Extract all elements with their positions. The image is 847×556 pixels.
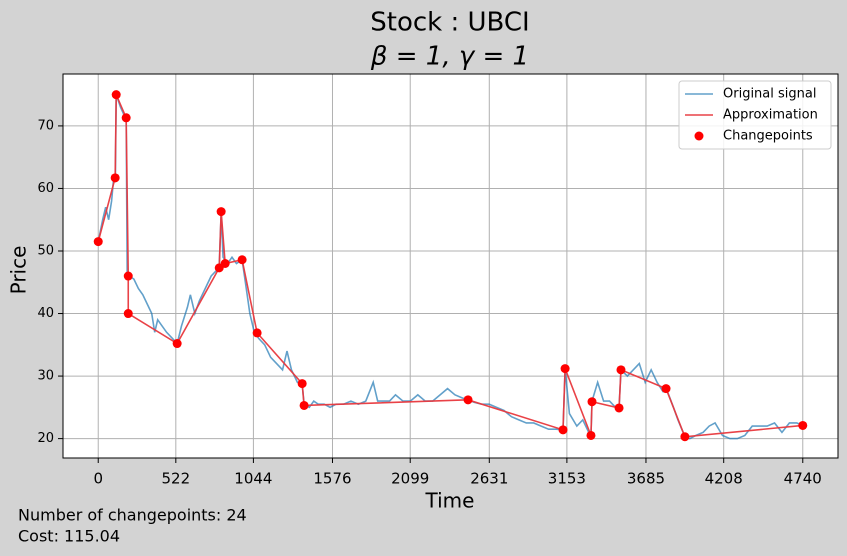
changepoint bbox=[680, 432, 690, 442]
y-tick-label: 30 bbox=[37, 369, 54, 384]
legend-label: Approximation bbox=[723, 108, 818, 123]
legend-box bbox=[678, 80, 832, 150]
chart-subtitle: β = 1, γ = 1 bbox=[370, 42, 529, 72]
y-tick-label: 60 bbox=[37, 181, 54, 196]
x-tick-label: 4740 bbox=[784, 470, 822, 488]
changepoint bbox=[237, 255, 247, 265]
changepoint bbox=[121, 113, 131, 123]
changepoint bbox=[798, 420, 808, 430]
x-tick-label: 4208 bbox=[705, 470, 743, 488]
changepoint bbox=[586, 430, 596, 440]
changepoint bbox=[220, 258, 230, 268]
x-tick-label: 3685 bbox=[627, 470, 665, 488]
annotation: Cost: 115.04 bbox=[18, 527, 120, 546]
changepoint bbox=[299, 400, 309, 410]
marks bbox=[93, 90, 808, 442]
y-tick-label: 50 bbox=[37, 243, 54, 258]
line bbox=[97, 94, 803, 438]
x-tick-label: 2099 bbox=[391, 470, 429, 488]
y-tick-label: 70 bbox=[37, 118, 54, 133]
changepoint bbox=[123, 271, 133, 281]
changepoint bbox=[216, 207, 226, 217]
x-tick-label: 3153 bbox=[548, 470, 586, 488]
changepoint bbox=[252, 328, 262, 338]
changepoint bbox=[110, 173, 120, 183]
annotation: Number of changepoints: 24 bbox=[18, 506, 247, 525]
changepoint bbox=[297, 379, 307, 389]
y-axis-label: Price bbox=[7, 246, 31, 295]
changepoint bbox=[614, 403, 624, 413]
plot-frame bbox=[62, 73, 839, 459]
changepoint bbox=[463, 395, 473, 405]
y-tick-label: 20 bbox=[37, 431, 54, 446]
chart-title: Stock : UBCI bbox=[370, 8, 529, 38]
changepoint bbox=[587, 397, 597, 407]
changepoint bbox=[111, 90, 121, 100]
x-tick-label: 522 bbox=[161, 470, 190, 488]
x-tick-label: 2631 bbox=[470, 470, 508, 488]
x-axis-label: Time bbox=[425, 489, 475, 513]
changepoint bbox=[661, 384, 671, 394]
changepoint bbox=[93, 237, 103, 247]
x-tick-label: 1044 bbox=[234, 470, 272, 488]
x-tick-label: 1576 bbox=[313, 470, 351, 488]
changepoint bbox=[172, 339, 182, 349]
legend-label: Original signal bbox=[723, 87, 816, 102]
legend-swatch bbox=[694, 131, 704, 141]
changepoint bbox=[560, 364, 570, 374]
y-tick-label: 40 bbox=[37, 306, 54, 321]
legend: Original signal Approximation Changepoints bbox=[678, 80, 832, 150]
x-tick-label: 0 bbox=[93, 470, 103, 488]
changepoint bbox=[558, 425, 568, 435]
legend-label: Changepoints bbox=[723, 129, 813, 144]
changepoint bbox=[616, 365, 626, 375]
changepoint bbox=[123, 309, 133, 319]
